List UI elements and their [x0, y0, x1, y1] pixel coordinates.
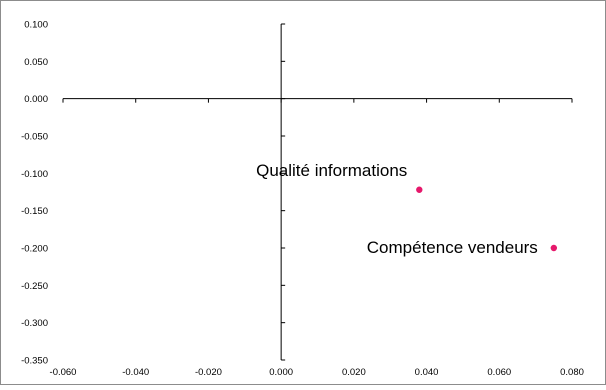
x-tick-label: -0.060 — [50, 367, 77, 378]
x-tick-label: 0.060 — [487, 367, 511, 378]
x-tick-label: -0.040 — [122, 367, 149, 378]
x-tick-label: 0.040 — [415, 367, 439, 378]
y-tick-label: -0.300 — [21, 318, 48, 329]
y-tick-label: -0.100 — [21, 169, 48, 180]
x-tick-label: -0.020 — [195, 367, 222, 378]
data-points: Qualité informations Compétence vendeurs — [256, 161, 558, 257]
x-tick-labels: -0.060 -0.040 -0.020 0.000 0.020 0.040 0.060 0.… — [50, 367, 584, 378]
y-tick-label: -0.350 — [21, 356, 48, 367]
y-tick-label: 0.100 — [24, 20, 48, 31]
x-tick-marks — [62, 98, 573, 103]
y-tick-label: -0.050 — [21, 132, 48, 143]
y-tick-marks — [281, 23, 286, 361]
y-tick-label: -0.200 — [21, 244, 48, 255]
y-tick-label: -0.250 — [21, 281, 48, 292]
data-point — [416, 186, 423, 193]
x-tick-label: 0.000 — [269, 367, 293, 378]
y-tick-label: -0.150 — [21, 206, 48, 217]
x-tick-label: 0.080 — [560, 367, 584, 378]
data-point — [550, 244, 558, 252]
data-point-label: Compétence vendeurs — [367, 238, 538, 257]
data-point-label: Qualité informations — [256, 161, 407, 180]
x-tick-label: 0.020 — [342, 367, 366, 378]
y-tick-labels: 0.100 0.050 0.000 -0.050 -0.100 -0.150 -0.200 -… — [21, 20, 48, 367]
y-tick-label: 0.050 — [24, 57, 48, 68]
y-tick-label: 0.000 — [24, 94, 48, 105]
